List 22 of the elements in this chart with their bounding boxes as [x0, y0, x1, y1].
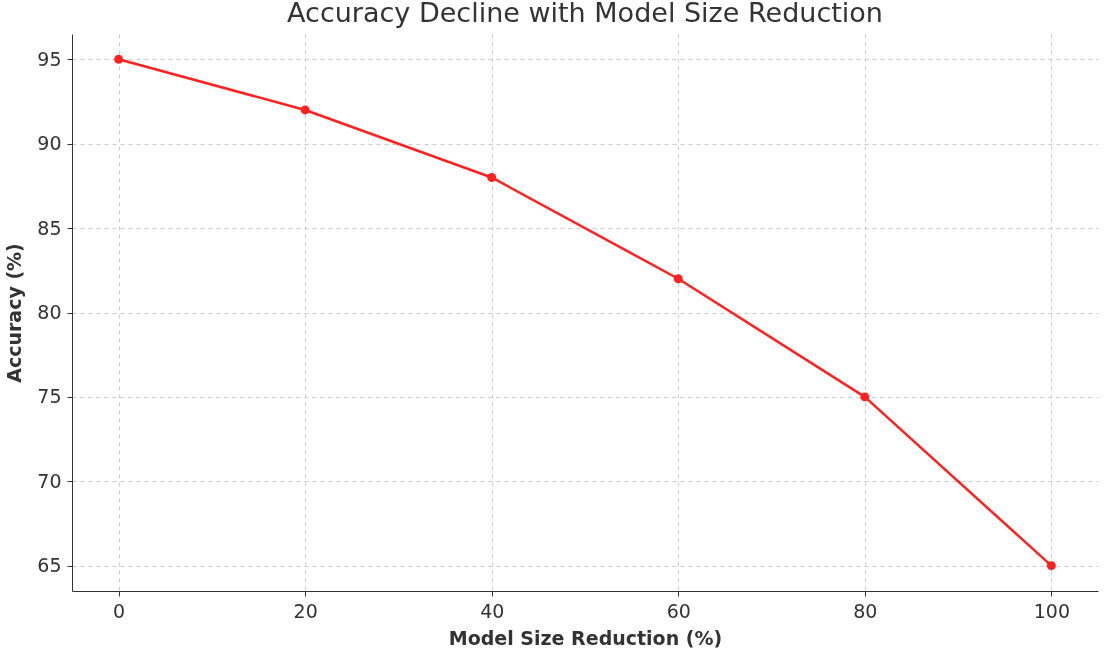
point — [300, 105, 310, 115]
point — [487, 173, 497, 182]
x-axis-title: Model Size Reduction (%) — [448, 626, 723, 649]
y-tick-label: 90 — [37, 132, 62, 155]
y-tick-label: 75 — [37, 385, 62, 408]
point — [1046, 561, 1056, 571]
y-tick-label: 95 — [37, 47, 62, 70]
x-tick-label: 40 — [480, 599, 505, 622]
chart-title: Accuracy Decline with Model Size Reduction — [287, 0, 883, 28]
y-tick-label: 65 — [37, 554, 62, 577]
y-axis-title: Accuracy (%) — [3, 243, 26, 383]
y-tick-label: 70 — [37, 469, 62, 492]
x-tick-label: 100 — [1033, 599, 1070, 622]
y-tick-label: 80 — [37, 301, 62, 323]
point — [114, 54, 124, 64]
x-tick-label: 20 — [293, 599, 318, 622]
x-tick-label: 0 — [113, 599, 126, 622]
point — [673, 274, 683, 284]
y-tick-label: 85 — [37, 216, 62, 239]
point — [860, 392, 870, 402]
x-tick-label: 80 — [853, 599, 878, 622]
x-tick-label: 60 — [666, 599, 691, 622]
